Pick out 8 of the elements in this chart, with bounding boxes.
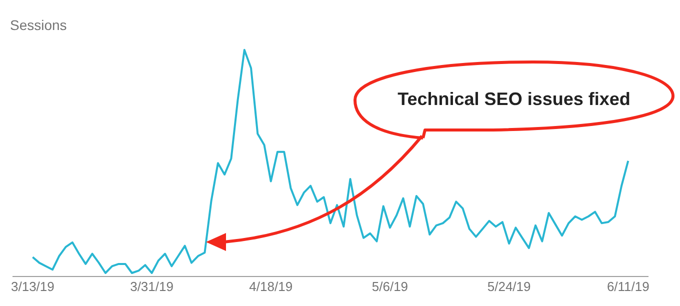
x-tick-label: 4/18/19 <box>249 278 293 294</box>
y-axis-title: Sessions <box>10 17 67 33</box>
x-tick-label: 5/6/19 <box>372 278 408 294</box>
x-tick-label: 3/13/19 <box>11 278 54 294</box>
annotation: Technical SEO issues fixed <box>396 88 632 110</box>
x-tick-label: 5/24/19 <box>487 278 531 294</box>
x-tick-label: 3/31/19 <box>130 278 174 294</box>
x-tick-label: 6/11/19 <box>606 278 650 294</box>
